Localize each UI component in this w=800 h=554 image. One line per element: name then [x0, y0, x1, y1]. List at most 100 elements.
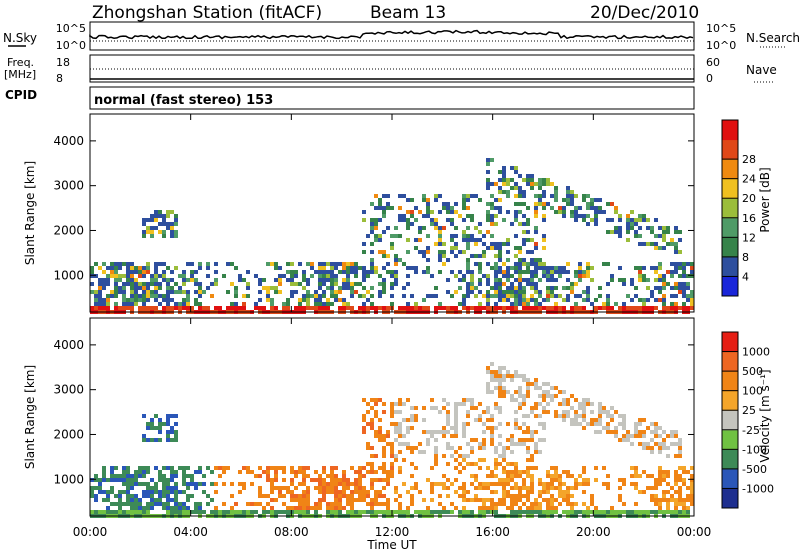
heatmap-cell: [638, 418, 642, 422]
heatmap-cell: [634, 486, 638, 490]
heatmap-cell: [502, 294, 506, 298]
heatmap-cell: [438, 510, 442, 514]
heatmap-cell: [518, 302, 522, 306]
heatmap-cell: [398, 430, 402, 434]
heatmap-cell: [166, 502, 170, 506]
heatmap-cell: [270, 306, 274, 310]
heatmap-cell: [598, 414, 602, 418]
heatmap-cell: [638, 278, 642, 282]
heatmap-cell: [582, 410, 586, 414]
heatmap-cell: [370, 286, 374, 290]
heatmap-cell: [642, 218, 646, 222]
heatmap-cell: [534, 274, 538, 278]
heatmap-cell: [466, 462, 470, 466]
heatmap-cell: [206, 466, 210, 470]
heatmap-cell: [682, 266, 686, 270]
heatmap-cell: [330, 478, 334, 482]
heatmap-cell: [206, 266, 210, 270]
heatmap-cell: [638, 214, 642, 218]
freq-right-tick-bottom: 0: [706, 72, 713, 85]
heatmap-cell: [486, 246, 490, 250]
heatmap-cell: [242, 278, 246, 282]
heatmap-cell: [426, 442, 430, 446]
heatmap-cell: [690, 266, 694, 270]
heatmap-cell: [650, 446, 654, 450]
heatmap-cell: [462, 506, 466, 510]
heatmap-cell: [146, 470, 150, 474]
heatmap-cell: [586, 202, 590, 206]
heatmap-cell: [510, 438, 514, 442]
heatmap-cell: [198, 302, 202, 306]
heatmap-cell: [426, 246, 430, 250]
heatmap-cell: [514, 462, 518, 466]
heatmap-cell: [350, 466, 354, 470]
heatmap-cell: [178, 306, 182, 310]
heatmap-cell: [478, 278, 482, 282]
heatmap-cell: [490, 194, 494, 198]
heatmap-cell: [678, 442, 682, 446]
heatmap-cell: [542, 190, 546, 194]
heatmap-cell: [550, 182, 554, 186]
heatmap-cell: [454, 430, 458, 434]
heatmap-cell: [474, 462, 478, 466]
heatmap-cell: [578, 262, 582, 266]
heatmap-cell: [126, 470, 130, 474]
heatmap-cell: [482, 506, 486, 510]
heatmap-cell: [686, 506, 690, 510]
heatmap-cell: [654, 430, 658, 434]
heatmap-cell: [98, 278, 102, 282]
heatmap-cell: [578, 278, 582, 282]
heatmap-cell: [378, 274, 382, 278]
heatmap-cell: [514, 466, 518, 470]
heatmap-cell: [218, 474, 222, 478]
heatmap-cell: [522, 478, 526, 482]
heatmap-cell: [142, 230, 146, 234]
heatmap-cell: [494, 246, 498, 250]
heatmap-cell: [458, 454, 462, 458]
heatmap-cell: [486, 214, 490, 218]
heatmap-cell: [514, 410, 518, 414]
heatmap-cell: [470, 510, 474, 514]
heatmap-cell: [426, 478, 430, 482]
heatmap-cell: [482, 438, 486, 442]
heatmap-cell: [482, 482, 486, 486]
heatmap-cell: [214, 482, 218, 486]
heatmap-cell: [654, 306, 658, 310]
heatmap-cell: [302, 490, 306, 494]
heatmap-cell: [558, 266, 562, 270]
heatmap-cell: [102, 278, 106, 282]
heatmap-cell: [334, 278, 338, 282]
heatmap-cell: [622, 422, 626, 426]
heatmap-cell: [294, 474, 298, 478]
heatmap-cell: [338, 306, 342, 310]
heatmap-cell: [502, 378, 506, 382]
heatmap-cell: [494, 198, 498, 202]
heatmap-cell: [146, 494, 150, 498]
heatmap-cell: [242, 306, 246, 310]
heatmap-cell: [514, 294, 518, 298]
heatmap-cell: [462, 482, 466, 486]
heatmap-cell: [542, 406, 546, 410]
heatmap-cell: [270, 506, 274, 510]
heatmap-cell: [430, 210, 434, 214]
heatmap-cell: [398, 206, 402, 210]
freq-right-label: Nave: [746, 63, 777, 77]
heatmap-cell: [562, 414, 566, 418]
heatmap-cell: [294, 270, 298, 274]
heatmap-cell: [430, 510, 434, 514]
heatmap-cell: [546, 294, 550, 298]
heatmap-cell: [610, 274, 614, 278]
heatmap-cell: [634, 430, 638, 434]
heatmap-cell: [186, 290, 190, 294]
heatmap-cell: [170, 306, 174, 310]
heatmap-cell: [486, 218, 490, 222]
heatmap-cell: [482, 242, 486, 246]
heatmap-cell: [114, 282, 118, 286]
heatmap-cell: [562, 306, 566, 310]
heatmap-cell: [182, 306, 186, 310]
heatmap-cell: [186, 278, 190, 282]
heatmap-cell: [166, 266, 170, 270]
heatmap-cell: [658, 426, 662, 430]
heatmap-cell: [650, 450, 654, 454]
heatmap-cell: [570, 394, 574, 398]
